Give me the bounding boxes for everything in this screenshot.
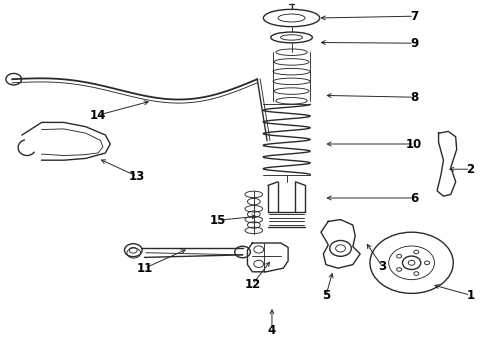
Text: 9: 9 [410, 37, 418, 50]
Text: 5: 5 [322, 289, 330, 302]
Text: 7: 7 [410, 10, 418, 23]
Text: 11: 11 [136, 262, 153, 275]
Text: 3: 3 [378, 260, 386, 273]
Text: 4: 4 [268, 324, 276, 337]
Text: 10: 10 [406, 138, 422, 150]
Text: 15: 15 [210, 214, 226, 227]
Text: 14: 14 [90, 109, 106, 122]
Text: 8: 8 [410, 91, 418, 104]
Text: 12: 12 [244, 278, 261, 291]
Text: 13: 13 [129, 170, 146, 183]
Text: 2: 2 [466, 163, 474, 176]
Text: 6: 6 [410, 192, 418, 204]
Text: 1: 1 [466, 289, 474, 302]
